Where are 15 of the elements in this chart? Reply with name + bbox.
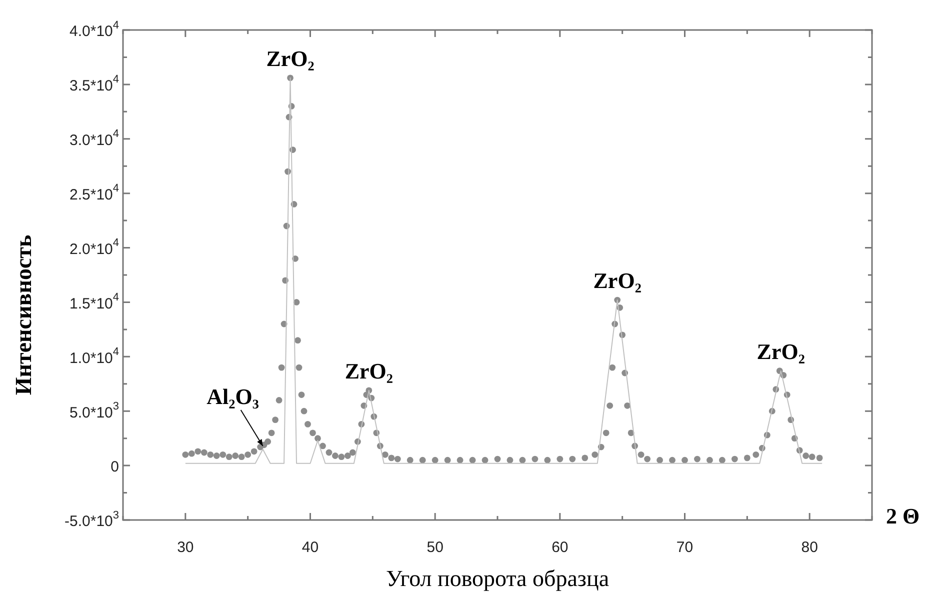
x-axis-title: Угол поворота образца [386, 566, 610, 592]
annotation: ZrO₂ [756, 338, 806, 364]
x-tick-label: 60 [552, 539, 568, 556]
x-tick-label: 30 [177, 539, 194, 556]
x-tick-label: 80 [801, 539, 818, 556]
annotation: ZrO₂ [266, 46, 315, 71]
x-tick-label: 70 [676, 539, 694, 556]
y-axis-title: Интенсивность [10, 234, 36, 396]
x-tick-label: 50 [426, 539, 444, 556]
x-tick-label: 40 [302, 539, 319, 556]
y-tick-label: 0 [110, 458, 119, 476]
annotation: ZrO₂ [344, 358, 394, 384]
annotation: ZrO₂ [593, 268, 642, 294]
annotation: Al₂O₃ [206, 384, 260, 409]
text: 2 Θ [886, 504, 920, 529]
